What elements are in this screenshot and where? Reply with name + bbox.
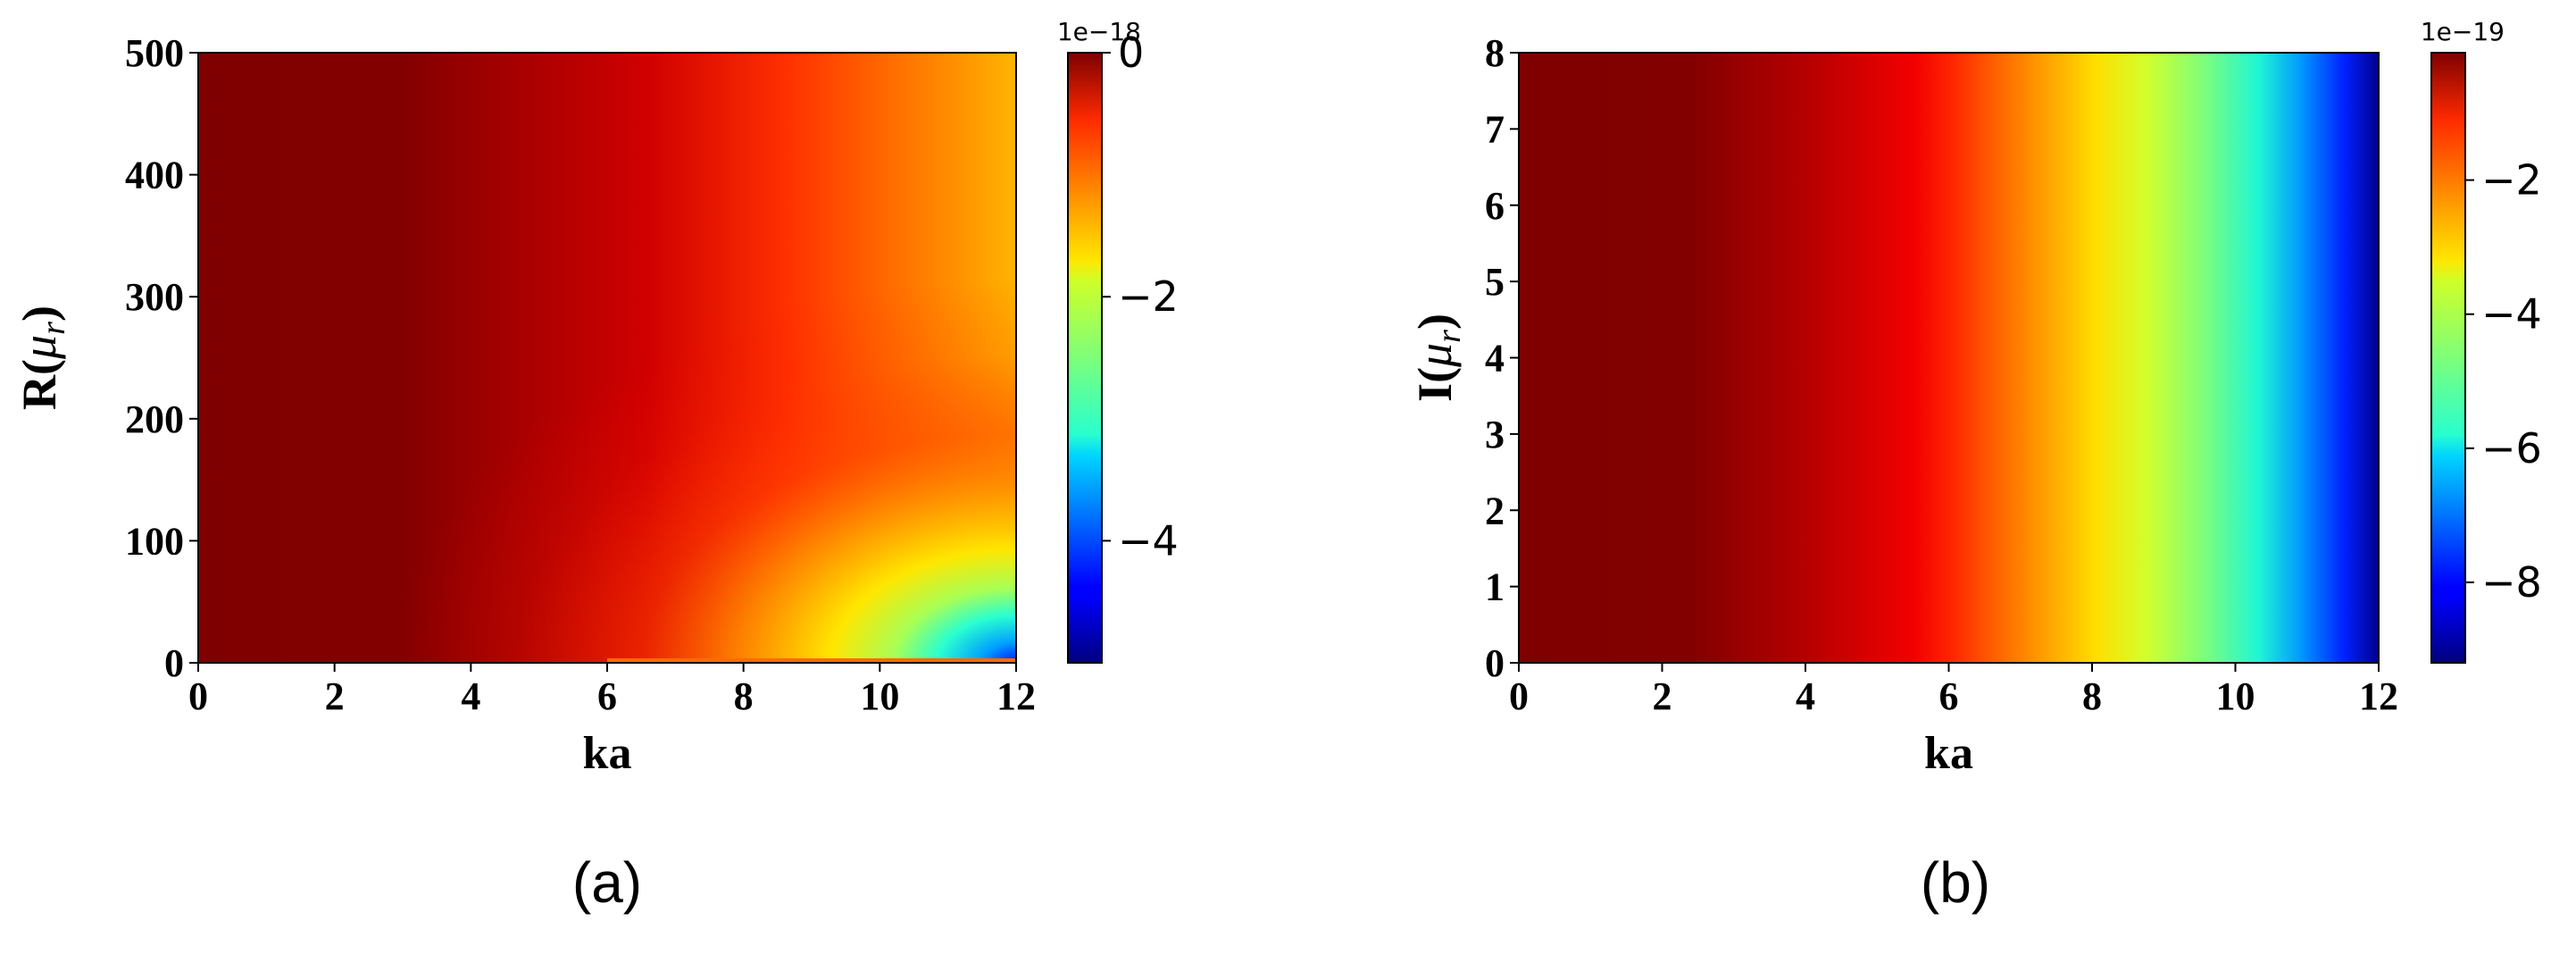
- x-tick-label: 12: [996, 674, 1036, 718]
- x-tick-label: 0: [188, 674, 208, 718]
- x-tick-label: 8: [2082, 674, 2102, 718]
- y-tick-label: 8: [1485, 31, 1505, 75]
- colorbar-offset-label: 1e−18: [1057, 17, 1141, 46]
- colorbar-tick-label: −4: [2481, 290, 2542, 339]
- y-tick-label: 300: [125, 275, 184, 319]
- colorbar-gradient: [2431, 53, 2465, 663]
- x-tick-label: 8: [734, 674, 754, 718]
- x-axis-label: ka: [583, 728, 632, 779]
- x-axis-label: ka: [1924, 728, 1973, 779]
- heatmap-a: [198, 53, 1016, 663]
- x-tick-label: 6: [1939, 674, 1959, 718]
- x-tick-label: 10: [2216, 674, 2255, 718]
- x-tick-label: 12: [2359, 674, 2398, 718]
- y-tick-label: 100: [125, 519, 184, 563]
- y-tick-label: 1: [1485, 565, 1505, 609]
- colorbar-frame: [2430, 52, 2466, 664]
- y-axis-label: R(μr): [13, 305, 72, 410]
- y-tick-label: 0: [164, 641, 184, 685]
- colorbar-offset-label: 1e−19: [2421, 17, 2505, 46]
- y-tick-label: 2: [1485, 489, 1505, 532]
- panel-caption: (b): [1921, 850, 1990, 915]
- y-tick-label: 200: [125, 398, 184, 441]
- y-tick-label: 6: [1485, 184, 1505, 228]
- x-tick-label: 4: [461, 674, 480, 718]
- y-axis-label: I(μr): [1408, 314, 1468, 402]
- y-tick-label: 5: [1485, 260, 1505, 304]
- heatmap-hotspot: [198, 53, 1016, 663]
- colorbar-tick-label: −2: [1118, 272, 1179, 321]
- x-tick-label: 6: [597, 674, 617, 718]
- x-tick-label: 0: [1509, 674, 1529, 718]
- y-tick-label: 0: [1485, 641, 1505, 685]
- heatmap-b: [1519, 53, 2379, 663]
- colorbar-tick-label: −8: [2481, 558, 2542, 607]
- colorbar-frame: [1067, 52, 1103, 664]
- y-tick-label: 400: [125, 154, 184, 197]
- colorbar-tick-label: −4: [1118, 516, 1179, 565]
- panel-a: 0 2 4 6 8 10 12 0 100 200 300 400 500 ka R(μr) 0 −2 −4 1e−…: [13, 17, 1179, 915]
- y-tick-label: 3: [1485, 413, 1505, 456]
- colorbar-tick-label: −6: [2481, 424, 2542, 473]
- x-tick-label: 2: [1653, 674, 1672, 718]
- y-tick-label: 500: [125, 31, 184, 75]
- panel-b: 0 2 4 6 8 10 12012345678kaI(μr)−2−4−6−81e−19(b…: [1408, 17, 2542, 915]
- colorbar-gradient: [1068, 53, 1102, 663]
- colorbar-tick-label: 0: [1118, 29, 1144, 77]
- x-tick-label: 2: [325, 674, 345, 718]
- heatmap-edge-strip: [607, 658, 1016, 663]
- y-tick-label: 7: [1485, 107, 1505, 151]
- panel-caption: (a): [572, 850, 642, 915]
- x-tick-label: 4: [1796, 674, 1815, 718]
- x-tick-label: 10: [860, 674, 899, 718]
- colorbar-tick-label: −2: [2481, 156, 2542, 205]
- y-tick-label: 4: [1485, 337, 1505, 381]
